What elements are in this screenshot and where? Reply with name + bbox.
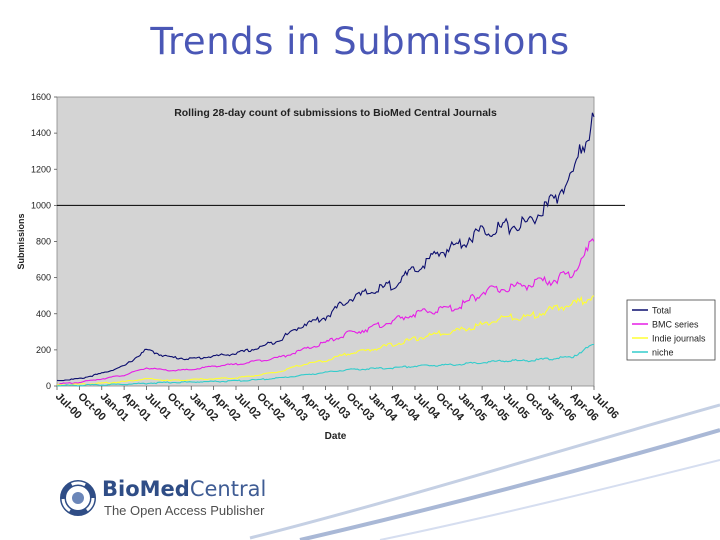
legend-label: Indie journals: [652, 334, 706, 344]
legend-label: Total: [652, 306, 671, 316]
y-tick-label: 600: [36, 273, 51, 283]
y-tick-label: 1600: [31, 92, 51, 102]
y-tick-label: 0: [46, 381, 51, 391]
y-tick-label: 1400: [31, 128, 51, 138]
series-line-bmc-series: [56, 238, 595, 386]
legend-label: BMC series: [652, 320, 699, 330]
y-tick-label: 1000: [31, 200, 51, 210]
legend-label: niche: [652, 348, 674, 358]
logo-swirl-icon: [60, 480, 96, 516]
y-tick-label: 1200: [31, 164, 51, 174]
series-line-total: [56, 112, 595, 382]
x-axis-label: Date: [325, 431, 347, 442]
chart-container: Rolling 28-day count of submissions to B…: [0, 88, 720, 458]
submissions-line-chart: Rolling 28-day count of submissions to B…: [16, 92, 716, 442]
logo-tagline: The Open Access Publisher: [104, 503, 265, 518]
y-axis-label: Submissions: [16, 213, 26, 269]
y-tick-label: 800: [36, 237, 51, 247]
plot-area: [56, 96, 595, 387]
y-tick-label: 200: [36, 345, 51, 355]
logo-name: BioMedCentral: [102, 477, 267, 501]
slide-title: Trends in Submissions: [150, 20, 570, 63]
biomed-central-logo: BioMedCentral The Open Access Publisher: [58, 474, 278, 524]
series-line-niche: [56, 343, 594, 387]
y-tick-label: 400: [36, 309, 51, 319]
chart-legend: Total BMC series Indie journals niche: [626, 299, 716, 361]
series-line-indie-journals: [56, 295, 595, 386]
chart-title: Rolling 28-day count of submissions to B…: [174, 107, 497, 119]
